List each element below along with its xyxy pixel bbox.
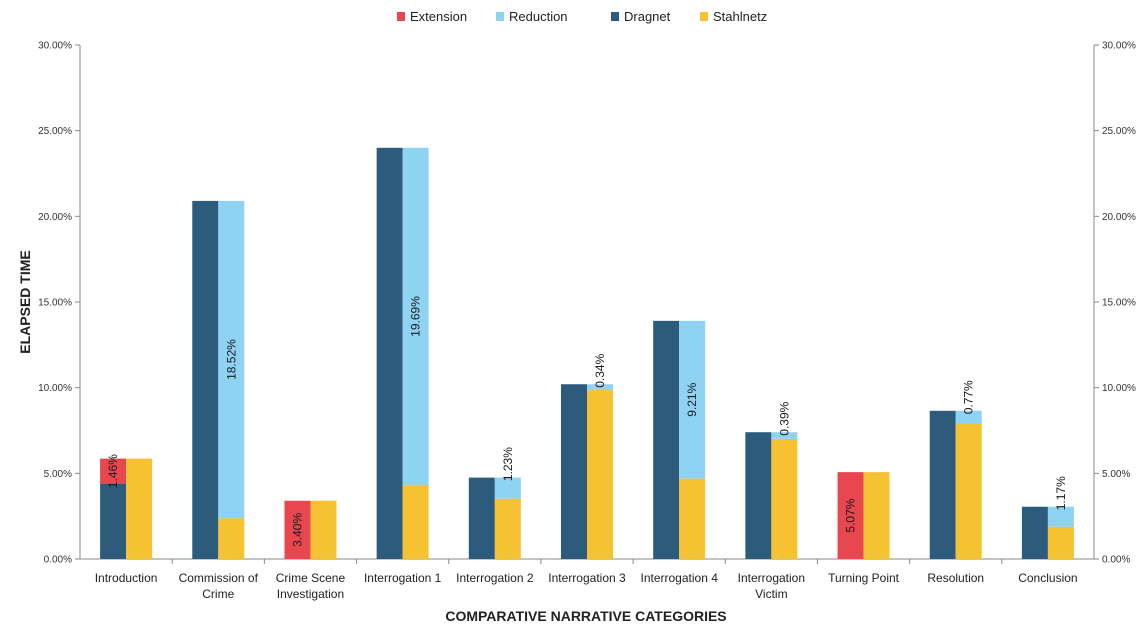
difference-label: 18.52%: [224, 339, 238, 380]
reduction-bar: [218, 200, 245, 519]
legend-label: Dragnet: [624, 9, 671, 24]
x-category-label: Crime Scene: [276, 571, 346, 585]
stahlnetz-bar: [494, 498, 521, 559]
x-category-label: Investigation: [277, 587, 344, 601]
reduction-bar: [771, 432, 798, 439]
difference-label: 19.69%: [409, 296, 423, 337]
stahlnetz-bar: [587, 390, 613, 559]
x-category-label: Interrogation: [738, 571, 805, 585]
dragnet-bar: [1021, 506, 1048, 559]
dragnet-bar: [653, 320, 680, 559]
stahlnetz-bar: [863, 472, 890, 559]
stahlnetz-bar: [1047, 526, 1074, 559]
x-category-label: Interrogation 1: [364, 571, 442, 585]
x-category-label: Interrogation 4: [640, 571, 718, 585]
y-tick-label-left: 20.00%: [38, 212, 72, 223]
y-tick-label-right: 25.00%: [1102, 126, 1136, 137]
bars: [100, 147, 1074, 560]
difference-label: 1.23%: [501, 447, 515, 481]
stahlnetz-bar: [402, 485, 429, 559]
legend-swatch: [496, 12, 504, 21]
difference-label: 0.39%: [777, 401, 791, 435]
y-tick-label-left: 5.00%: [44, 469, 72, 480]
dragnet-bar: [561, 384, 587, 559]
reduction-bar: [494, 477, 521, 499]
legend-label: Stahlnetz: [713, 9, 767, 24]
stahlnetz-bar: [218, 518, 245, 559]
y-tick-label-right: 0.00%: [1102, 555, 1130, 566]
y-tick-label-left: 30.00%: [38, 41, 72, 52]
y-tick-label-left: 15.00%: [38, 298, 72, 309]
data-labels: 1.46% 18.52% 3.40% 19.69% 1.23% 0.34% 9.21% 0.3…: [106, 296, 1068, 547]
reduction-bar: [587, 384, 613, 391]
y-tick-label-right: 15.00%: [1102, 298, 1136, 309]
extension-bar: [100, 458, 127, 484]
x-category-label: Resolution: [927, 571, 984, 585]
y-tick-label-left: 10.00%: [38, 383, 72, 394]
stahlnetz-bar: [771, 438, 798, 559]
legend-label: Extension: [410, 9, 467, 24]
reduction-bar: [1047, 506, 1074, 527]
difference-label: 0.77%: [962, 380, 976, 414]
x-category-label: Crime: [202, 587, 234, 601]
dragnet-bar: [745, 432, 772, 559]
y-tick-label-right: 30.00%: [1102, 41, 1136, 52]
stahlnetz-bar: [679, 478, 706, 559]
dragnet-bar: [468, 477, 495, 559]
reduction-bar: [402, 147, 429, 486]
legend-label: Reduction: [509, 9, 568, 24]
stahlnetz-bar: [955, 423, 982, 559]
dragnet-bar: [376, 147, 403, 560]
dragnet-bar: [100, 483, 127, 559]
x-category-label: Interrogation 2: [456, 571, 534, 585]
x-category-label: Introduction: [95, 571, 158, 585]
stahlnetz-bar: [310, 500, 337, 559]
x-category-label: Turning Point: [828, 571, 900, 585]
y-tick-label-right: 20.00%: [1102, 212, 1136, 223]
legend-swatch: [700, 12, 708, 21]
y-tick-label-left: 0.00%: [44, 555, 72, 566]
extension-bar: [284, 500, 311, 559]
axes: 0.00% 0.00% 5.00% 5.00% 10.00% 10.00% 15.00% 15…: [38, 41, 1136, 602]
y-tick-label-right: 5.00%: [1102, 469, 1130, 480]
extension-bar: [837, 472, 864, 559]
legend-swatch: [611, 12, 619, 21]
dragnet-bar: [929, 410, 956, 559]
y-tick-label-right: 10.00%: [1102, 383, 1136, 394]
difference-label: 1.17%: [1054, 476, 1068, 510]
legend: Extension Reduction Dragnet Stahlnetz: [397, 9, 767, 24]
reduction-bar: [679, 320, 706, 479]
dragnet-bar: [192, 200, 219, 559]
x-category-label: Commission of: [179, 571, 259, 585]
y-tick-label-left: 25.00%: [38, 126, 72, 137]
stahlnetz-bar: [126, 458, 153, 559]
difference-label: 9.21%: [685, 382, 699, 416]
legend-swatch: [397, 12, 405, 21]
x-category-label: Interrogation 3: [548, 571, 626, 585]
y-axis-title: ELAPSED TIME: [17, 250, 33, 353]
x-axis-title: COMPARATIVE NARRATIVE CATEGORIES: [445, 608, 726, 624]
difference-label: 5.07%: [844, 498, 858, 532]
reduction-bar: [955, 410, 982, 424]
x-category-label: Conclusion: [1018, 571, 1077, 585]
difference-label: 3.40%: [290, 513, 304, 547]
difference-label: 0.34%: [593, 353, 607, 387]
difference-label: 1.46%: [106, 454, 120, 488]
x-category-label: Victim: [755, 587, 787, 601]
